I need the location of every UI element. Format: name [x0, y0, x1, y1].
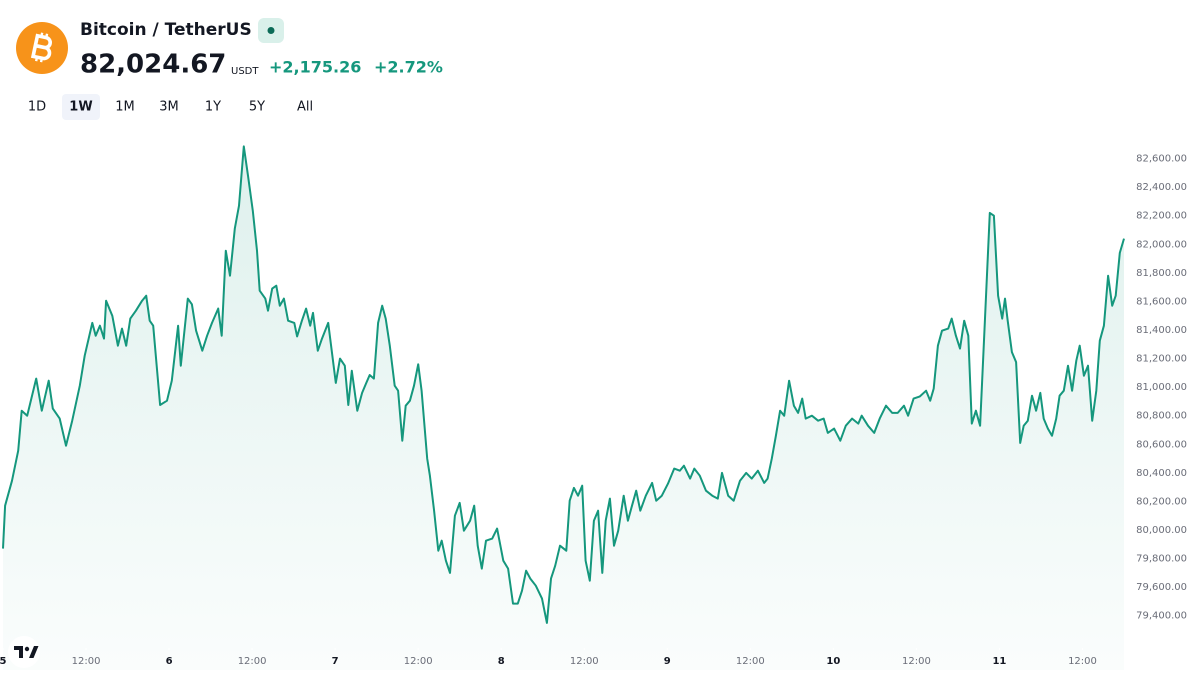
currency: USDT [231, 66, 259, 77]
x-tick-label: 12:00 [72, 656, 101, 667]
y-tick-label: 80,400.00 [1136, 468, 1187, 479]
y-tick-label: 81,400.00 [1136, 325, 1187, 336]
x-tick-label: 12:00 [238, 656, 267, 667]
range-button[interactable]: All [297, 100, 313, 115]
price: 82,024.67 [80, 50, 226, 80]
x-tick-label: 12:00 [1068, 656, 1097, 667]
range-button-bg [62, 94, 100, 120]
y-tick-label: 81,000.00 [1136, 382, 1187, 393]
x-tick-label: 7 [332, 656, 339, 667]
coin-symbol [30, 32, 52, 63]
y-tick-label: 82,200.00 [1136, 211, 1187, 222]
y-tick-label: 79,800.00 [1136, 554, 1187, 565]
x-tick-label: 11 [992, 656, 1006, 667]
range-button[interactable]: 3M [159, 100, 179, 115]
x-tick-label: 10 [826, 656, 840, 667]
y-tick-label: 82,600.00 [1136, 154, 1187, 165]
tv-logo [8, 636, 40, 668]
x-tick-label: 5 [0, 656, 7, 667]
status-dot [267, 27, 275, 34]
range-button[interactable]: 1M [115, 100, 135, 115]
range-button[interactable]: 1D [28, 100, 46, 115]
y-tick-label: 82,000.00 [1136, 239, 1187, 250]
y-tick-label: 82,400.00 [1136, 182, 1187, 193]
x-tick-label: 12:00 [902, 656, 931, 667]
pair-name: Bitcoin / TetherUS [80, 20, 252, 40]
range-button[interactable]: 1W [69, 100, 92, 115]
x-tick-label: 12:00 [404, 656, 433, 667]
x-tick-label: 6 [166, 656, 173, 667]
y-tick-label: 81,600.00 [1136, 296, 1187, 307]
y-tick-label: 80,600.00 [1136, 439, 1187, 450]
price-line [2, 145, 1125, 624]
y-tick-label: 80,000.00 [1136, 525, 1187, 536]
y-tick-label: 81,200.00 [1136, 354, 1187, 365]
price-change-percent: +2.72% [374, 58, 443, 77]
x-tick-label: 9 [664, 656, 671, 667]
range-button[interactable]: 1Y [205, 100, 221, 115]
range-button[interactable]: 5Y [249, 100, 265, 115]
x-tick-label: 8 [498, 656, 505, 667]
y-tick-label: 79,400.00 [1136, 611, 1187, 622]
y-tick-label: 81,800.00 [1136, 268, 1187, 279]
area [3, 146, 1124, 670]
y-tick-label: 80,800.00 [1136, 411, 1187, 422]
price-change: +2,175.26 [269, 58, 361, 77]
x-tick-label: 12:00 [570, 656, 599, 667]
y-tick-label: 80,200.00 [1136, 496, 1187, 507]
y-tick-label: 79,600.00 [1136, 582, 1187, 593]
x-tick-label: 12:00 [736, 656, 765, 667]
